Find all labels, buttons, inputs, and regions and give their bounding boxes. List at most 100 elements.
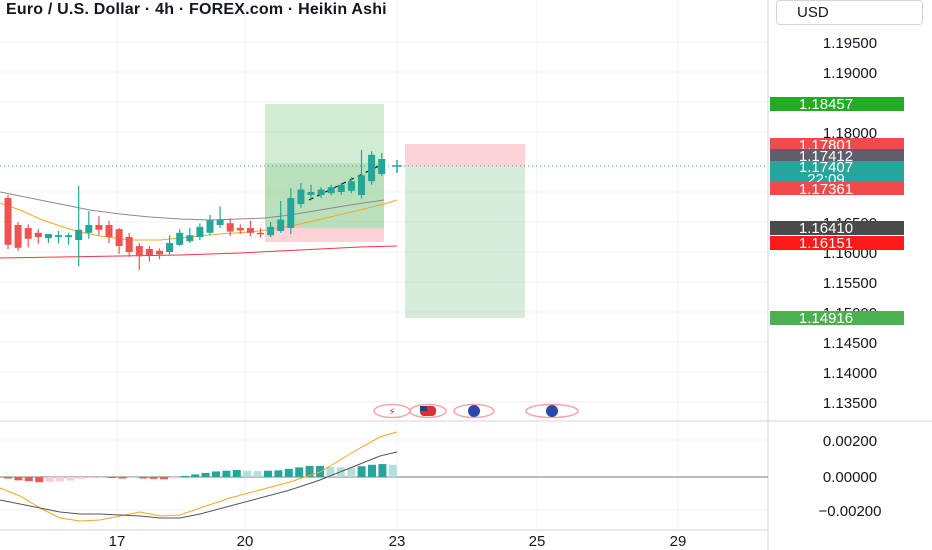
candle: [156, 248, 163, 260]
macd-bar: [128, 477, 137, 479]
long-filled-zone: [265, 163, 384, 228]
price-tick: 1.18000: [823, 125, 877, 142]
candle: [186, 228, 194, 243]
price-tick: 1.14500: [823, 335, 877, 352]
event-flag-lightning[interactable]: ⚡: [373, 403, 411, 419]
macd-bar: [45, 477, 54, 482]
currency-selector[interactable]: USD: [776, 0, 923, 25]
macd-bar: [56, 477, 64, 482]
economic-events[interactable]: ⚡: [373, 403, 579, 419]
candle-body: [105, 225, 113, 237]
macd-bar: [191, 474, 200, 477]
candle-body: [216, 219, 224, 225]
ma-gray-line: [0, 191, 385, 221]
svg-text:1.17407: 1.17407: [799, 159, 853, 176]
candle: [267, 222, 275, 237]
candle-body: [267, 226, 275, 236]
short-stop-zone: [405, 144, 525, 167]
svg-text:1.17361: 1.17361: [799, 181, 853, 198]
macd-bar: [347, 467, 356, 477]
svg-text:1.17412: 1.17412: [799, 148, 853, 165]
candle: [216, 206, 224, 228]
candle: [257, 228, 264, 238]
candle-body: [317, 189, 325, 195]
svg-text:1.16151: 1.16151: [799, 235, 853, 252]
macd-bar: [76, 477, 85, 480]
macd-bar: [222, 470, 231, 477]
short-target-zone: [405, 167, 525, 318]
candle-body: [347, 181, 355, 191]
time-tick: 29: [670, 533, 687, 550]
time-axis[interactable]: 17 20 23 25 29: [109, 533, 687, 550]
candle-body: [4, 198, 12, 245]
svg-text:1.14916: 1.14916: [799, 310, 853, 327]
candle: [24, 224, 32, 248]
candle-body: [358, 175, 365, 195]
candle-body: [166, 243, 174, 252]
candle-body: [44, 234, 52, 239]
macd-bar: [368, 464, 376, 477]
candle-body: [257, 232, 264, 235]
candle-body: [246, 228, 254, 233]
candle-body: [115, 229, 123, 246]
candle: [246, 220, 254, 237]
candle-body: [368, 154, 376, 182]
candle: [105, 220, 113, 243]
candle: [85, 211, 93, 239]
badge-level-gray: 1.16410: [770, 220, 904, 237]
candle-body: [145, 249, 153, 255]
macd-bar: [87, 477, 96, 479]
candle: [206, 214, 214, 236]
candle: [297, 183, 305, 208]
candle-body: [75, 229, 83, 240]
macd-bar: [24, 477, 33, 482]
candle-body: [55, 235, 62, 237]
candle: [145, 246, 153, 262]
candle-body: [196, 226, 204, 237]
macd-axis[interactable]: 0.00200 0.00000 −0.00200: [819, 433, 882, 520]
macd-bar: [212, 471, 220, 477]
candle: [236, 224, 244, 234]
event-flag-eu-2[interactable]: [525, 403, 579, 419]
macd-bar: [357, 466, 366, 477]
macd-line: [0, 431, 398, 522]
candle-body: [85, 225, 93, 233]
macd-bar: [139, 477, 148, 479]
candle-body: [307, 192, 315, 195]
time-tick: 25: [529, 533, 546, 550]
live-candle-marker: [392, 160, 402, 173]
candle: [287, 188, 295, 234]
candle: [55, 231, 62, 244]
ma-red-line: [0, 245, 398, 259]
candle: [176, 229, 184, 246]
time-tick: 20: [237, 533, 254, 550]
price-tick: 1.19000: [823, 65, 877, 82]
badge-target-long: 1.18457: [770, 96, 904, 113]
macd-bar: [149, 477, 158, 479]
candle-body: [206, 220, 214, 233]
macd-bar: [388, 464, 397, 477]
candle-body: [277, 219, 285, 231]
short-position-tool[interactable]: [405, 144, 525, 318]
candle: [358, 150, 365, 199]
event-flag-us[interactable]: [409, 403, 447, 419]
candle-body: [135, 246, 143, 257]
candle: [44, 234, 52, 243]
candle-body: [337, 184, 345, 192]
event-flag-eu[interactable]: [453, 403, 495, 419]
candle-body: [236, 228, 244, 231]
time-tick: 23: [389, 533, 406, 550]
macd-bar: [326, 467, 335, 477]
symbol-title[interactable]: Euro / U.S. Dollar · 4h · FOREX.com · He…: [6, 1, 387, 18]
candle-body: [327, 187, 335, 194]
candle: [125, 232, 133, 257]
macd-bar: [180, 475, 189, 477]
candle-body: [34, 232, 42, 237]
candlestick-series[interactable]: [4, 150, 386, 270]
candle: [317, 187, 325, 198]
time-tick: 17: [109, 533, 126, 550]
candle-body: [176, 232, 184, 245]
svg-text:1.18457: 1.18457: [799, 96, 853, 113]
candle-body: [156, 250, 163, 255]
